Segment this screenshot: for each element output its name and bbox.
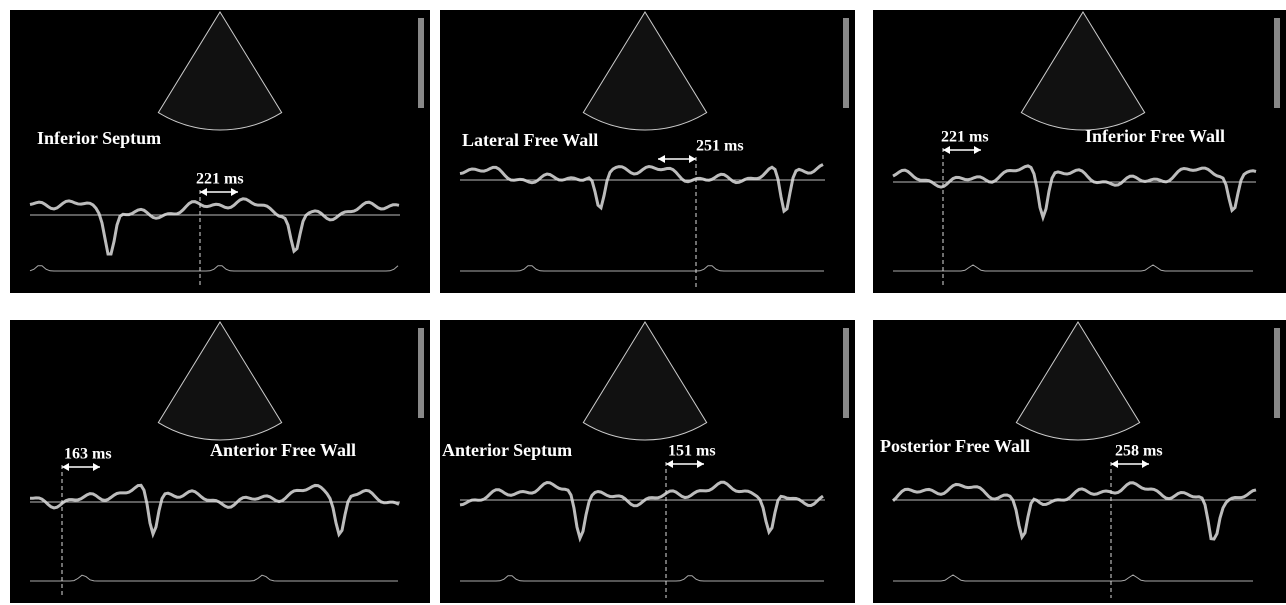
echo-panel: Anterior Free Wall 163 ms — [10, 320, 430, 603]
figure: Inferior Septum 221 ms Lateral Free Wall 25… — [0, 0, 1286, 605]
segment-label: Lateral Free Wall — [462, 130, 598, 150]
echo-panel: Inferior Septum 221 ms — [10, 10, 430, 293]
interval-label: 221 ms — [941, 129, 989, 146]
interval-label: 221 ms — [196, 171, 244, 188]
interval-label: 163 ms — [64, 446, 112, 463]
gray-scale-bar — [418, 328, 424, 418]
gray-scale-bar — [1274, 328, 1280, 418]
gray-scale-bar — [418, 18, 424, 108]
segment-label: Inferior Free Wall — [1085, 126, 1225, 146]
interval-label: 258 ms — [1115, 443, 1163, 460]
interval-label: 251 ms — [696, 138, 744, 155]
segment-label: Inferior Septum — [37, 128, 161, 148]
echo-panel: Lateral Free Wall 251 ms — [440, 10, 855, 293]
segment-label: Posterior Free Wall — [880, 436, 1030, 456]
echo-panel: Anterior Septum 151 ms — [440, 320, 855, 603]
segment-label: Anterior Free Wall — [210, 440, 356, 460]
interval-label: 151 ms — [668, 443, 716, 460]
gray-scale-bar — [843, 18, 849, 108]
segment-label: Anterior Septum — [442, 440, 572, 460]
gray-scale-bar — [1274, 18, 1280, 108]
echo-panel: Posterior Free Wall 258 ms — [873, 320, 1286, 603]
echo-panel: Inferior Free Wall 221 ms — [873, 10, 1286, 293]
gray-scale-bar — [843, 328, 849, 418]
